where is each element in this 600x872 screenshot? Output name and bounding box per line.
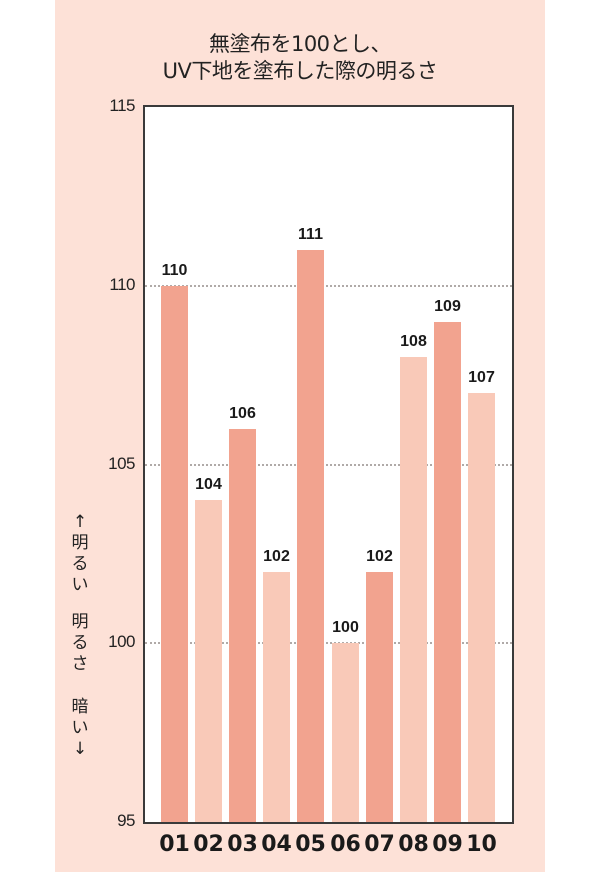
bar-value-label-07: 102 <box>366 547 393 565</box>
x-tick-01: 01 <box>159 832 190 857</box>
x-tick-05: 05 <box>295 832 326 857</box>
y-axis-label-bright-text: ↑ 明るい <box>71 512 89 595</box>
y-tick-100: 100 <box>108 632 135 652</box>
bar-03 <box>229 428 256 822</box>
bar-value-label-09: 109 <box>434 297 461 315</box>
bar-07 <box>366 571 393 822</box>
bar-10 <box>468 393 495 822</box>
y-axis-label-dark-text: 暗い ↓ <box>71 697 89 759</box>
bar-01 <box>161 285 188 822</box>
y-tick-105: 105 <box>108 453 135 473</box>
x-tick-10: 10 <box>466 832 497 857</box>
bar-05 <box>297 250 324 822</box>
bar-value-label-10: 107 <box>468 369 495 386</box>
y-axis-label-brightness: 明るさ <box>68 612 92 675</box>
bar-06 <box>332 643 359 822</box>
x-tick-02: 02 <box>193 832 224 857</box>
bar-09 <box>434 321 461 822</box>
x-tick-06: 06 <box>330 832 361 857</box>
y-axis-label-bright: ↑ 明るい <box>68 512 92 596</box>
chart-title-line-1: 無塗布を100とし、 <box>208 32 392 56</box>
gridline-110 <box>145 284 512 287</box>
x-tick-08: 08 <box>398 832 429 857</box>
bar-value-label-01: 110 <box>161 261 188 279</box>
x-tick-03: 03 <box>227 832 258 857</box>
gridline-105 <box>145 463 512 466</box>
bar-value-label-08: 108 <box>400 333 427 351</box>
y-tick-115: 115 <box>109 96 135 115</box>
x-tick-09: 09 <box>432 832 463 857</box>
bar-08 <box>400 357 427 822</box>
bar-02 <box>195 500 222 822</box>
y-axis-label-dark: 暗い ↓ <box>68 697 92 760</box>
bar-value-label-05: 111 <box>298 226 323 243</box>
bar-value-label-06: 100 <box>332 619 359 637</box>
y-tick-95: 95 <box>117 811 135 830</box>
chart-title-line-2: UV下地を塗布した際の明るさ <box>162 59 438 83</box>
y-axis-label-brightness-text: 明るさ <box>71 612 89 674</box>
x-tick-04: 04 <box>261 832 292 857</box>
bar-value-label-02: 104 <box>195 476 222 494</box>
bar-value-label-04: 102 <box>263 547 290 565</box>
x-tick-07: 07 <box>364 832 395 857</box>
bar-value-label-03: 106 <box>229 404 256 422</box>
y-tick-110: 110 <box>109 274 135 294</box>
bar-04 <box>263 571 290 822</box>
gridline-100 <box>145 642 512 645</box>
